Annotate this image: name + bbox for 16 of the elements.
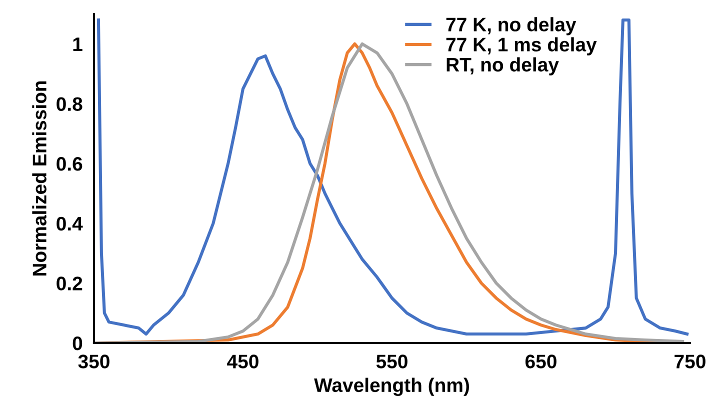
legend-label: RT, no delay [446,57,559,76]
x-tick-label: 750 [674,354,706,368]
x-axis-title: Wavelength (nm) [314,378,469,396]
y-tick-label: 1 [73,38,82,51]
y-tick-label: 0 [72,336,82,350]
y-tick-label: 0.2 [56,276,82,290]
legend-label: 77 K, 1 ms delay [446,37,597,56]
y-axis-title: Normalized Emission [32,81,46,276]
y-tick-label: 0.4 [56,216,83,231]
x-tick-label: 350 [78,354,110,368]
y-tick-label: 0.8 [56,97,82,111]
x-tick-label: 450 [227,354,258,368]
x-tick-label: 550 [376,354,408,368]
legend-label: 77 K, no delay [446,17,576,36]
y-tick-label: 0.6 [56,157,82,171]
x-tick-label: 650 [525,354,556,368]
